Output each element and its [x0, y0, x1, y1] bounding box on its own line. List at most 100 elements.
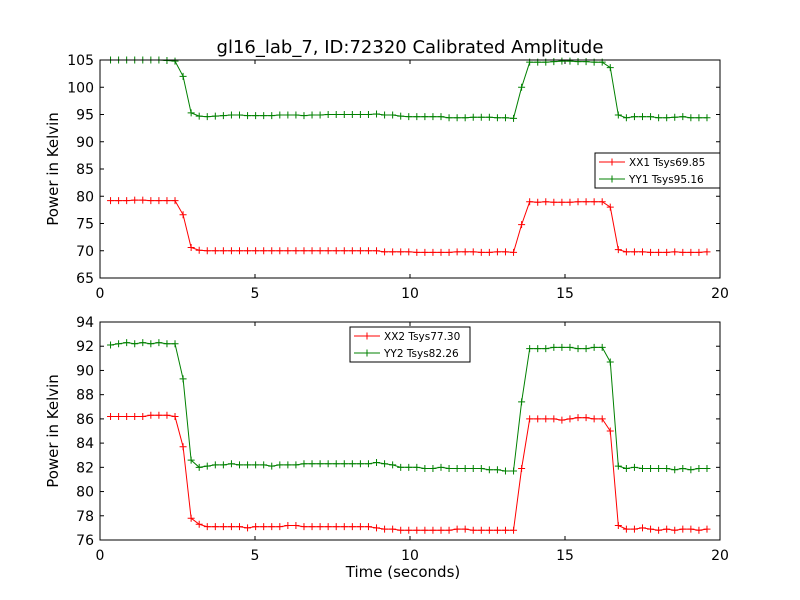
y-tick-label: 65: [76, 271, 94, 287]
data-point: [614, 521, 622, 529]
data-point: [647, 113, 655, 121]
data-point: [582, 345, 590, 353]
data-point: [268, 523, 276, 531]
data-point: [598, 198, 606, 206]
data-point: [139, 339, 147, 347]
data-point: [373, 458, 381, 466]
data-point: [284, 111, 292, 119]
data-point: [139, 412, 147, 420]
data-point: [155, 339, 163, 347]
data-point: [461, 114, 469, 122]
data-point: [574, 414, 582, 422]
data-point: [211, 112, 219, 120]
data-point: [179, 375, 187, 383]
data-point: [590, 198, 598, 206]
legend-entry-label: YY1 Tsys95.16: [628, 174, 704, 186]
data-point: [123, 339, 131, 347]
data-point: [195, 246, 203, 254]
data-point: [252, 112, 260, 120]
data-point: [526, 345, 534, 353]
legend-entry-label: XX2 Tsys77.30: [384, 331, 460, 343]
data-point: [123, 412, 131, 420]
data-point: [493, 248, 501, 256]
data-point: [163, 57, 171, 65]
data-point: [195, 463, 203, 471]
data-point: [429, 248, 437, 256]
data-point: [582, 414, 590, 422]
data-point: [469, 526, 477, 534]
data-point: [614, 111, 622, 119]
legend-marker: [608, 158, 616, 166]
data-point: [550, 58, 558, 66]
data-point: [445, 526, 453, 534]
data-point: [236, 523, 243, 531]
data-point: [413, 113, 421, 121]
data-point: [703, 114, 711, 122]
data-point: [381, 111, 389, 119]
data-point: [510, 526, 518, 534]
data-point: [518, 398, 526, 406]
legend-marker: [363, 332, 371, 340]
data-point: [147, 340, 155, 348]
data-point: [453, 248, 461, 256]
data-point: [477, 113, 485, 121]
data-point: [534, 415, 542, 423]
x-axis-label: Time (seconds): [345, 563, 461, 581]
data-point: [614, 462, 622, 470]
data-point: [663, 248, 671, 256]
data-point: [123, 197, 131, 205]
x-tick-label: 20: [711, 548, 729, 564]
y-tick-label: 84: [76, 436, 94, 452]
data-point: [647, 465, 655, 473]
data-point: [203, 247, 211, 255]
data-point: [622, 465, 630, 473]
data-point: [477, 248, 485, 256]
data-point: [405, 248, 413, 256]
data-point: [566, 198, 574, 206]
x-tick-label: 15: [556, 286, 574, 302]
data-point: [292, 521, 300, 529]
data-point: [389, 111, 397, 119]
legend-entry-label: XX1 Tsys69.85: [629, 157, 705, 169]
x-tick-label: 20: [711, 286, 729, 302]
data-point: [227, 460, 235, 468]
data-point: [332, 111, 340, 118]
data-point: [373, 247, 381, 255]
data-point: [236, 111, 243, 119]
legend-box: [594, 152, 721, 189]
data-point: [316, 111, 324, 119]
data-point: [421, 113, 429, 121]
y-tick-label: 92: [76, 339, 94, 355]
data-point: [606, 203, 614, 211]
data-point: [413, 248, 421, 256]
data-point: [550, 198, 558, 206]
data-point: [501, 467, 509, 475]
data-point: [171, 197, 179, 205]
data-point: [510, 467, 518, 475]
y-tick-label: 82: [76, 460, 94, 476]
data-point: [316, 523, 324, 531]
data-point: [639, 524, 646, 532]
data-point: [340, 523, 348, 531]
data-point: [244, 112, 252, 120]
data-point: [445, 248, 453, 256]
data-point: [429, 113, 437, 121]
data-point: [107, 341, 115, 349]
data-point: [364, 523, 372, 531]
data-point: [566, 57, 574, 65]
data-point: [647, 525, 655, 533]
data-point: [276, 523, 284, 531]
data-point: [413, 463, 421, 471]
data-point: [381, 460, 389, 468]
data-point: [381, 525, 389, 533]
data-point: [598, 415, 606, 423]
data-point: [187, 243, 195, 251]
figure-title: gl16_lab_7, ID:72320 Calibrated Amplitud…: [217, 37, 604, 58]
y-tick-label: 90: [76, 363, 94, 379]
data-point: [187, 456, 195, 464]
data-point: [155, 197, 163, 205]
data-point: [687, 466, 695, 474]
data-point: [663, 465, 671, 473]
data-point: [348, 111, 356, 118]
data-point: [590, 415, 598, 423]
